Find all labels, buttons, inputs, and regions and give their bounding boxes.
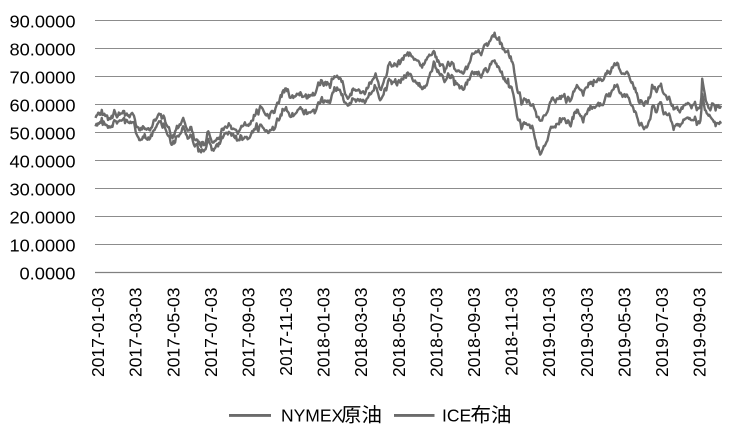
- svg-text:2017-01-03: 2017-01-03: [88, 288, 108, 378]
- svg-text:80.0000: 80.0000: [10, 39, 76, 59]
- svg-text:2017-03-03: 2017-03-03: [126, 288, 146, 378]
- svg-text:ICE: ICE: [442, 405, 471, 425]
- svg-text:2017-07-03: 2017-07-03: [201, 288, 221, 378]
- svg-text:2018-05-03: 2018-05-03: [389, 288, 409, 378]
- svg-text:2017-05-03: 2017-05-03: [163, 288, 183, 378]
- svg-text:NYMEX: NYMEX: [281, 405, 344, 425]
- svg-text:2018-03-03: 2018-03-03: [351, 288, 371, 378]
- svg-text:2019-09-03: 2019-09-03: [690, 288, 710, 378]
- svg-text:2018-11-03: 2018-11-03: [502, 288, 522, 376]
- svg-text:2017-11-03: 2017-11-03: [276, 288, 296, 376]
- svg-text:10.0000: 10.0000: [10, 235, 76, 255]
- svg-text:2018-09-03: 2018-09-03: [464, 288, 484, 378]
- svg-text:90.0000: 90.0000: [10, 11, 76, 31]
- svg-text:40.0000: 40.0000: [10, 151, 76, 171]
- svg-text:0.0000: 0.0000: [20, 263, 76, 283]
- svg-text:30.0000: 30.0000: [10, 179, 76, 199]
- svg-text:2019-07-03: 2019-07-03: [652, 288, 672, 378]
- svg-text:2019-01-03: 2019-01-03: [539, 288, 559, 378]
- svg-text:2018-07-03: 2018-07-03: [426, 288, 446, 378]
- svg-text:20.0000: 20.0000: [10, 207, 76, 227]
- svg-text:70.0000: 70.0000: [10, 67, 76, 87]
- svg-text:2017-09-03: 2017-09-03: [239, 288, 259, 378]
- svg-text:2019-03-03: 2019-03-03: [577, 288, 597, 378]
- svg-text:2019-05-03: 2019-05-03: [614, 288, 634, 378]
- svg-text:50.0000: 50.0000: [10, 123, 76, 143]
- svg-text:60.0000: 60.0000: [10, 95, 76, 115]
- svg-text:2018-01-03: 2018-01-03: [314, 288, 334, 378]
